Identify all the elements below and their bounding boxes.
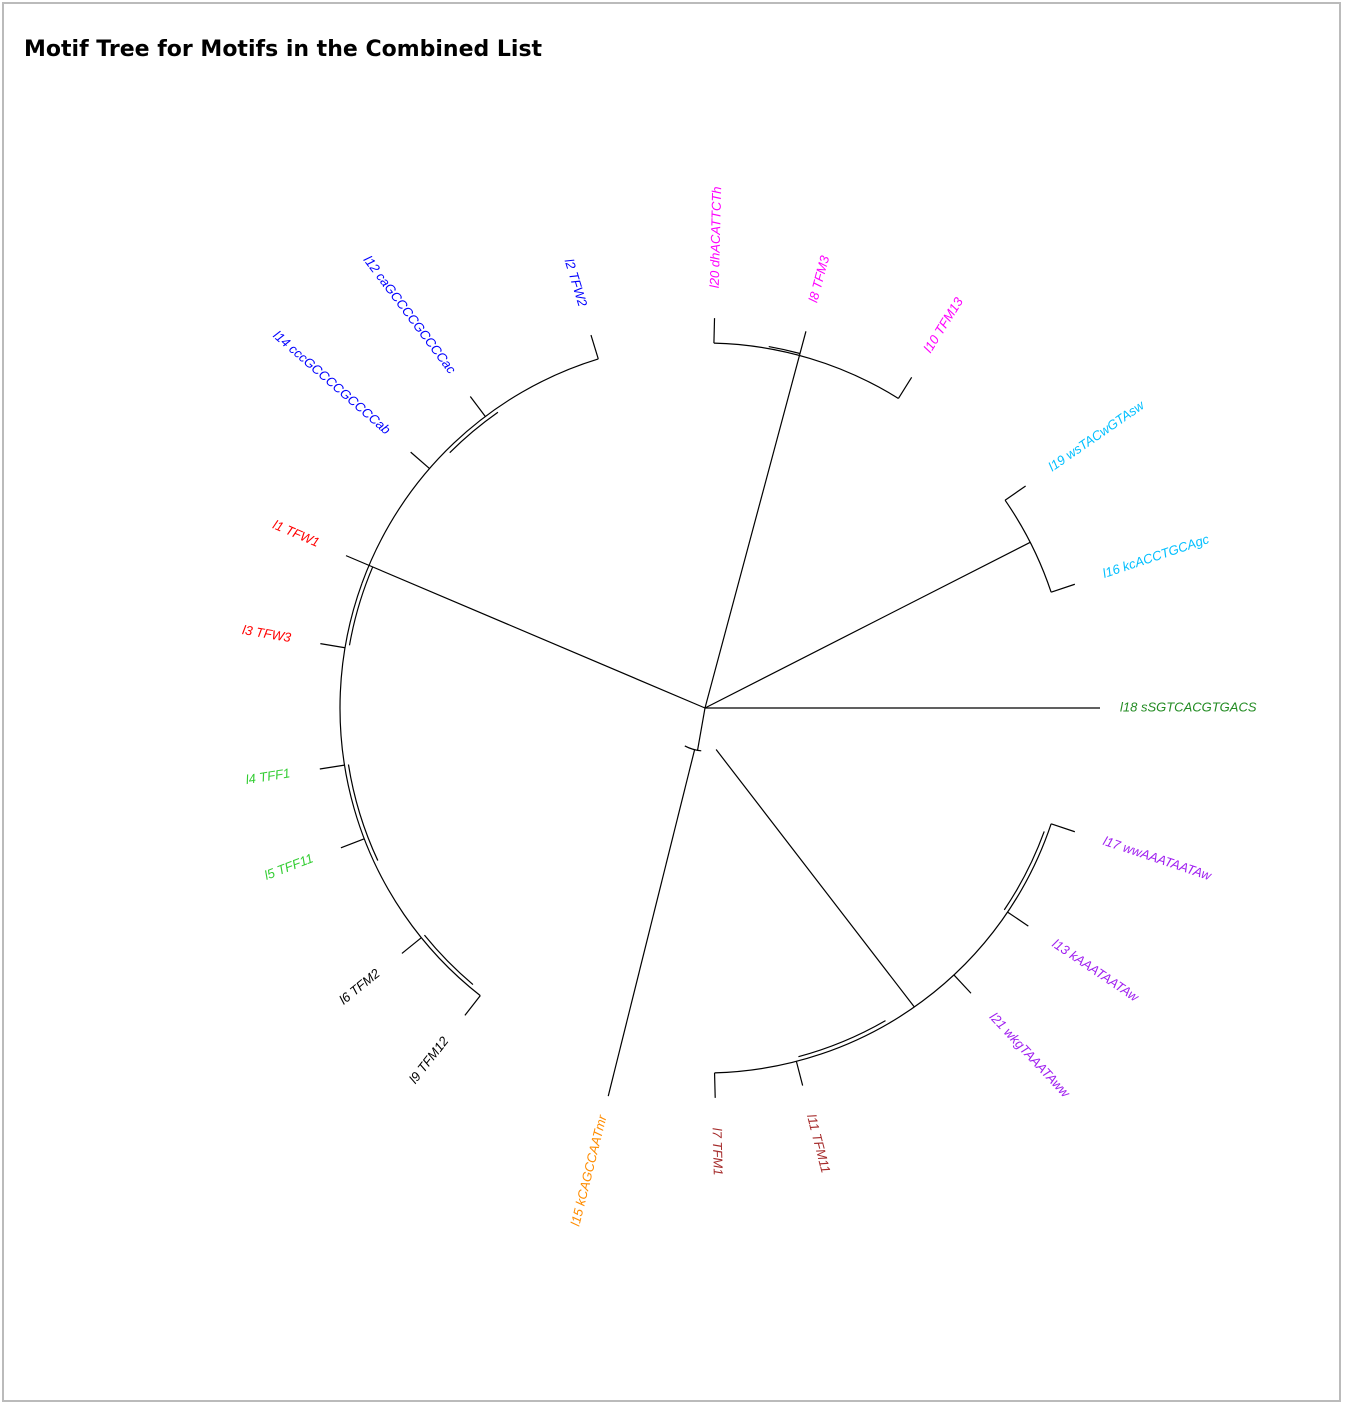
leaf-tick-l6 (401, 937, 422, 954)
leaf-tick-l4 (319, 764, 345, 770)
leaf-label-l5: l5 TFF11 (262, 851, 315, 883)
leaf-label-l9: l9 TFM12 (406, 1033, 452, 1086)
leaf-tick-l5 (340, 838, 365, 849)
page-title: Motif Tree for Motifs in the Combined Li… (24, 37, 543, 62)
arc-g8-sub (347, 764, 379, 861)
leaf-tick-l20 (713, 318, 716, 344)
arc-g4-sub (1003, 831, 1045, 911)
arc-left-lower (339, 582, 481, 997)
leaf-tick-l12 (469, 396, 486, 417)
leaf-label-l7: l7 TFM1 (710, 1128, 726, 1176)
root-bracket (684, 745, 702, 752)
leaf-tick-l7 (713, 1072, 716, 1098)
leaf-tick-l17 (1050, 823, 1076, 833)
branch-g1 (704, 355, 801, 709)
leaf-label-l4: l4 TFF1 (245, 765, 292, 787)
branch-g2 (704, 541, 1031, 709)
leaf-tick-l14 (410, 451, 430, 469)
root-branch (696, 707, 706, 751)
leaf-label-l3: l3 TFW3 (241, 622, 293, 645)
arc-g9-sub (348, 566, 374, 646)
leaf-label-l6: l6 TFM2 (336, 965, 383, 1007)
leaf-label-l8: l8 TFM3 (805, 253, 832, 304)
leaf-tick-l2 (590, 334, 599, 360)
leaf-tick-l19 (1004, 485, 1026, 501)
arc-g7-sub (423, 934, 474, 986)
arc-left-upper (361, 358, 599, 584)
leaf-label-l1: l1 TFW1 (271, 517, 322, 550)
leaf-tick-l9 (464, 995, 481, 1016)
leaf-tick-l3 (320, 643, 346, 649)
arc-g4-g5 (714, 823, 1052, 1074)
leaf-label-l14: l14 cccGCCCCGCCCCab (270, 327, 393, 437)
leaf-tick-l10 (897, 376, 913, 399)
leaf-label-l18: l18 sSGTCACGTGACS (1120, 699, 1257, 714)
leaf-label-l2: l2 TFW2 (562, 257, 591, 309)
leaf-label-l19: l19 wsTACwGTAsw (1045, 397, 1148, 475)
branch-g4-g5 (715, 749, 915, 1008)
leaf-label-l16: l16 kcACCTGCAgc (1101, 531, 1212, 581)
branch-g6 (607, 749, 696, 1097)
leaf-label-l10: l10 TFM13 (920, 294, 966, 355)
leaf-tick-l1 (345, 555, 370, 566)
leaf-label-l17: l17 wwAAATAATAw (1101, 833, 1214, 884)
leaf-label-l20: l20 dhACATTCTh (707, 186, 724, 288)
leaf-tick-l13 (1007, 911, 1029, 927)
arc-g10-sub (449, 411, 499, 454)
arc-g5-sub (798, 1020, 886, 1058)
leaf-label-l11: l11 TFM11 (804, 1112, 834, 1174)
leaf-label-l21: l21 wkgTAAATAww (987, 1009, 1074, 1101)
arc-g1 (713, 342, 899, 399)
leaf-label-l15: l15 kCAGCCAATmr (568, 1113, 610, 1228)
leaf-tick-l21 (953, 974, 972, 994)
leaf-tick-l16 (1050, 583, 1076, 593)
leaf-label-l13: l13 kAAATAATAw (1050, 936, 1143, 1006)
leaf-tick-l11 (795, 1061, 804, 1086)
leaf-tick-l8 (798, 331, 807, 356)
leaf-label-l12: l12 caGCCCCGCCCCac (361, 253, 460, 377)
arc-g1-sub (768, 345, 801, 355)
branch-left (368, 564, 706, 709)
arc-g2 (1004, 499, 1052, 593)
